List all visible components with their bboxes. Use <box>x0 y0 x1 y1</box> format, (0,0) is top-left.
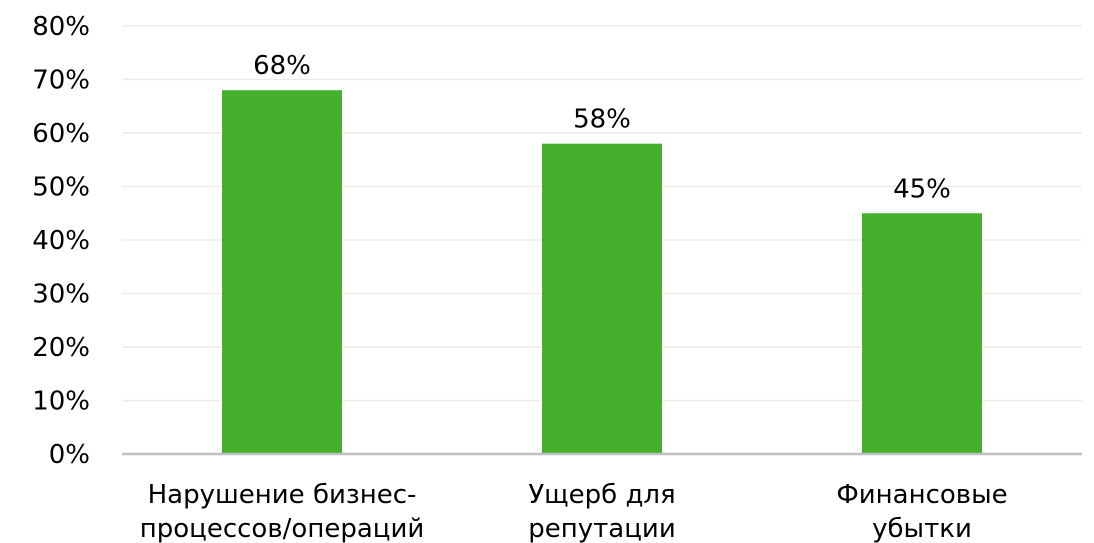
y-tick-label: 60% <box>32 119 90 149</box>
data-label: 45% <box>893 174 951 204</box>
y-tick-label: 40% <box>32 226 90 256</box>
bar <box>862 213 982 454</box>
data-label: 58% <box>573 105 631 135</box>
x-category-label: Ущерб для <box>528 480 675 510</box>
y-tick-label: 10% <box>32 387 90 417</box>
x-category-label: процессов/операций <box>140 514 425 543</box>
bar <box>222 90 342 454</box>
y-tick-label: 70% <box>32 66 90 96</box>
y-tick-label: 20% <box>32 333 90 363</box>
bars <box>222 90 982 454</box>
x-category-label: убытки <box>872 514 972 543</box>
y-tick-label: 80% <box>32 12 90 42</box>
x-axis-categories: Нарушение бизнес-процессов/операций Ущерб… <box>140 480 1008 543</box>
y-tick-label: 50% <box>32 173 90 203</box>
bar <box>542 143 662 454</box>
x-category-label: Финансовые <box>836 480 1007 510</box>
y-axis-ticks: 0% 10% 20% 30% 40% 50% 60% 70% 80% <box>32 12 90 470</box>
x-category-label: Нарушение бизнес- <box>148 480 417 510</box>
y-tick-label: 0% <box>49 440 90 470</box>
x-category-label: репутации <box>528 514 675 543</box>
data-label: 68% <box>253 51 311 81</box>
y-tick-label: 30% <box>32 280 90 310</box>
data-labels: 68% 58% 45% <box>253 51 951 204</box>
